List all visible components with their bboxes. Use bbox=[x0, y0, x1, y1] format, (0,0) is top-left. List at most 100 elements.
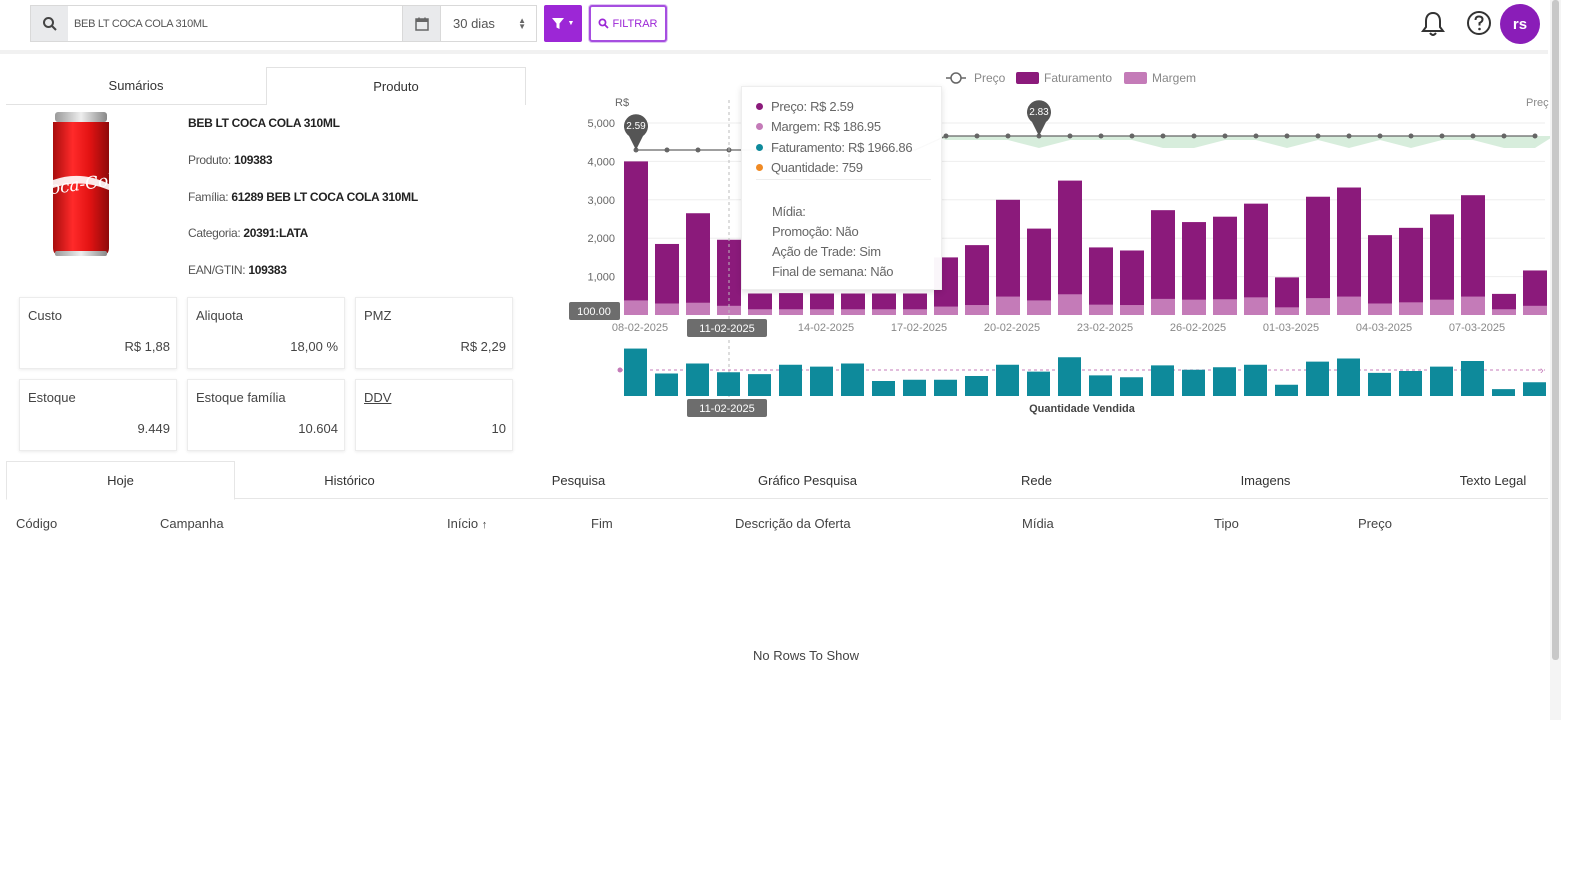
col-header-descricao[interactable]: Descrição da Oferta bbox=[735, 516, 851, 531]
card-value: 10 bbox=[491, 421, 506, 436]
tooltip-faturamento: Faturamento: R$ 1966.86 bbox=[756, 140, 913, 155]
card-label: Aliquota bbox=[196, 308, 243, 323]
calendar-icon[interactable] bbox=[402, 6, 440, 41]
faturamento-bar bbox=[1151, 210, 1175, 315]
tab-pesquisa[interactable]: Pesquisa bbox=[464, 461, 693, 499]
x-tick-label: 26-02-2025 bbox=[1170, 322, 1226, 334]
faturamento-bar bbox=[1120, 250, 1144, 315]
tab-label: Rede bbox=[1020, 472, 1053, 488]
margem-bar bbox=[686, 302, 710, 315]
tooltip-quantidade: Quantidade: 759 bbox=[756, 160, 863, 175]
period-select[interactable]: 30 dias ▲ ▼ bbox=[440, 6, 536, 41]
bell-icon[interactable] bbox=[1420, 10, 1446, 38]
x-tick-label: 07-03-2025 bbox=[1449, 322, 1505, 334]
legend-faturamento: Faturamento bbox=[1044, 71, 1112, 85]
search-icon[interactable] bbox=[31, 6, 68, 41]
highlight-date-label-bottom: 11-02-2025 bbox=[699, 403, 754, 415]
highlight-date-label: 11-02-2025 bbox=[699, 323, 754, 335]
avatar[interactable]: rs bbox=[1500, 4, 1540, 44]
quantidade-bar bbox=[1399, 371, 1422, 396]
margem-bar bbox=[1027, 300, 1051, 315]
quantidade-bar bbox=[1244, 364, 1267, 396]
margem-bar bbox=[872, 309, 896, 315]
col-header-fim[interactable]: Fim bbox=[591, 516, 613, 531]
baseline-badge bbox=[569, 302, 620, 320]
price-band bbox=[934, 136, 1550, 148]
margem-bar bbox=[748, 309, 772, 315]
quantidade-bar bbox=[841, 363, 864, 396]
margem-bar bbox=[1492, 309, 1516, 315]
price-marker-pin bbox=[1027, 100, 1051, 136]
quantidade-bar bbox=[1306, 361, 1329, 396]
preco-point bbox=[1284, 133, 1290, 139]
price-marker-label: 2.83 bbox=[1029, 107, 1049, 118]
tab-hoje[interactable]: Hoje bbox=[6, 461, 235, 500]
y-tick-label: 3,000 bbox=[587, 195, 615, 207]
preco-point bbox=[664, 147, 670, 153]
search-input[interactable] bbox=[68, 6, 402, 41]
margem-bar bbox=[1461, 296, 1485, 315]
card-estoque-familia: Estoque família 10.604 bbox=[187, 379, 345, 451]
quantity-reference-start bbox=[617, 367, 623, 373]
product-category: Categoria: 20391:LATA bbox=[188, 226, 308, 240]
faturamento-bar bbox=[1182, 222, 1206, 315]
tab-produto[interactable]: Produto bbox=[266, 67, 526, 105]
margem-bar bbox=[934, 306, 958, 315]
quantidade-bar bbox=[1275, 384, 1298, 396]
tab-grafico-pesquisa[interactable]: Gráfico Pesquisa bbox=[693, 461, 922, 499]
product-family: Família: 61289 BEB LT COCA COLA 310ML bbox=[188, 190, 418, 204]
x-tick-label: 14-02-2025 bbox=[798, 322, 854, 334]
preco-point bbox=[1222, 133, 1228, 139]
filter-dropdown-button[interactable]: ▼ bbox=[544, 5, 582, 42]
quantity-reference-arrow: › bbox=[1540, 365, 1544, 377]
col-header-tipo[interactable]: Tipo bbox=[1214, 516, 1239, 531]
card-ddv: DDV 10 bbox=[355, 379, 513, 451]
filtrar-button[interactable]: FILTRAR bbox=[589, 5, 667, 42]
faturamento-bar bbox=[1430, 214, 1454, 315]
margem-bar bbox=[779, 309, 803, 315]
quantidade-bar bbox=[872, 381, 895, 396]
faturamento-bar bbox=[1058, 180, 1082, 315]
legend-faturamento-swatch bbox=[1016, 72, 1039, 84]
tab-historico[interactable]: Histórico bbox=[235, 461, 464, 499]
tab-label: Produto bbox=[373, 79, 419, 94]
help-icon[interactable] bbox=[1466, 10, 1492, 36]
preco-point bbox=[1098, 133, 1104, 139]
margem-bar bbox=[1430, 299, 1454, 315]
tab-texto-legal[interactable]: Texto Legal bbox=[1380, 461, 1573, 499]
product-image: Coca-Cola bbox=[50, 112, 112, 256]
tab-rede[interactable]: Rede bbox=[922, 461, 1151, 499]
empty-table-message: No Rows To Show bbox=[753, 648, 859, 663]
x-tick-label: 08-02-2025 bbox=[612, 322, 668, 334]
col-header-midia[interactable]: Mídia bbox=[1022, 516, 1054, 531]
preco-point bbox=[943, 133, 949, 139]
y-tick-label: 1,000 bbox=[587, 272, 615, 284]
preco-point bbox=[1501, 133, 1507, 139]
col-header-codigo[interactable]: Código bbox=[16, 516, 58, 531]
tab-sumarios[interactable]: Sumários bbox=[6, 67, 266, 105]
funnel-icon bbox=[551, 17, 564, 29]
col-header-campanha[interactable]: Campanha bbox=[160, 516, 224, 531]
y-tick-label: 2,000 bbox=[587, 233, 615, 245]
quantidade-bar bbox=[810, 366, 833, 396]
quantidade-bar bbox=[996, 364, 1019, 396]
card-aliquota: Aliquota 18,00 % bbox=[187, 297, 345, 369]
preco-point bbox=[1067, 133, 1073, 139]
detail-tabs: Hoje Histórico Pesquisa Gráfico Pesquisa… bbox=[6, 461, 1548, 500]
margem-bar bbox=[1275, 307, 1299, 315]
card-label: Custo bbox=[28, 308, 62, 323]
top-bar: 30 dias ▲▼ ▼ FILTRAR rs bbox=[0, 0, 1573, 50]
quantidade-bar bbox=[1182, 369, 1205, 396]
col-header-inicio[interactable]: Início ↑ bbox=[447, 516, 488, 531]
x-tick-label: 17-02-2025 bbox=[891, 322, 947, 334]
quantidade-bar bbox=[934, 379, 957, 396]
scrollbar[interactable] bbox=[1552, 0, 1559, 660]
col-header-preco[interactable]: Preço bbox=[1358, 516, 1392, 531]
tab-imagens[interactable]: Imagens bbox=[1151, 461, 1380, 499]
margem-bar bbox=[1182, 299, 1206, 315]
card-estoque: Estoque 9.449 bbox=[19, 379, 177, 451]
margem-bar bbox=[1306, 298, 1330, 315]
tab-label: Histórico bbox=[324, 472, 375, 488]
card-label[interactable]: DDV bbox=[364, 390, 392, 405]
margem-bar bbox=[810, 309, 834, 315]
